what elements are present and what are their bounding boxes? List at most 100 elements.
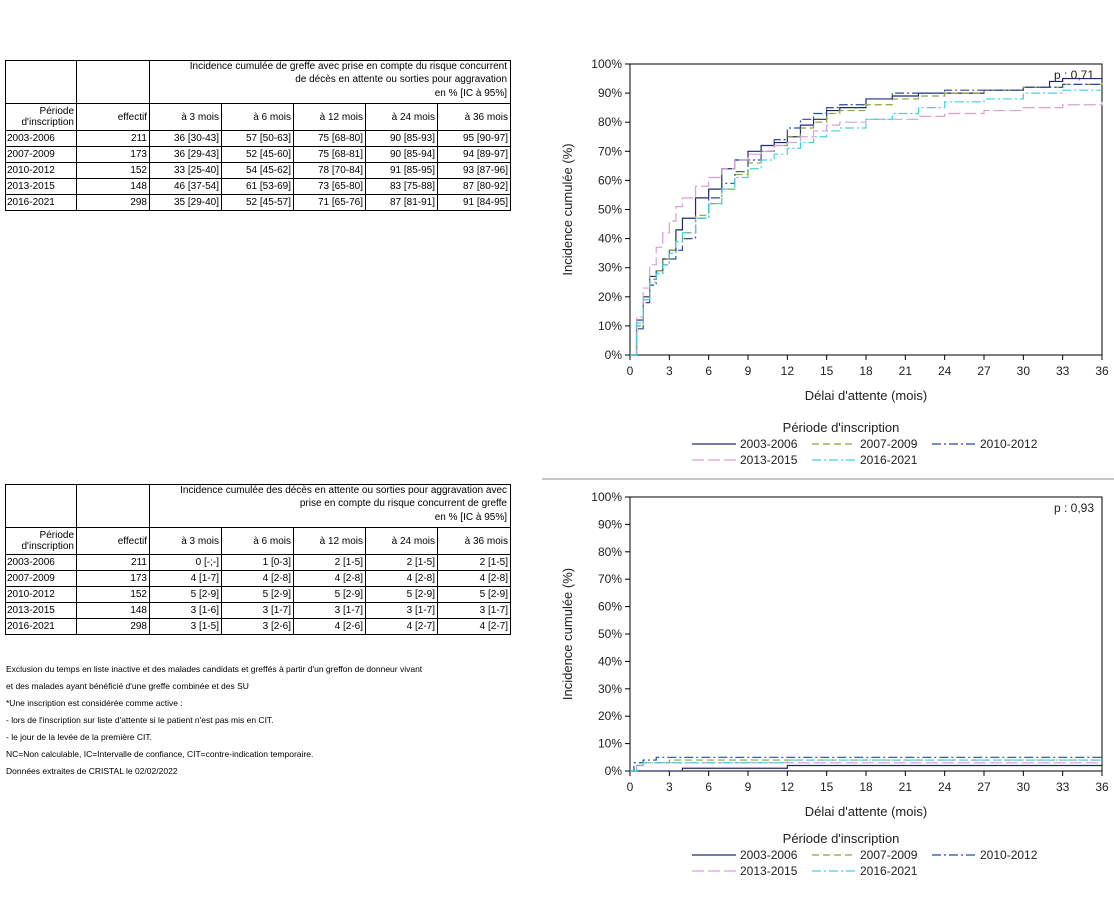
x-tick-label: 15 <box>820 780 834 794</box>
series-line-2016-2021 <box>630 89 1102 356</box>
value-cell: 1 [0-3] <box>221 554 294 571</box>
value-cell: 94 [89-97] <box>437 146 511 163</box>
value-cell: 4 [2-8] <box>221 570 294 587</box>
table-row: 2010-2012 152 5 [2-9] 5 [2-9] 5 [2-9] 5 [2-9]… <box>5 586 511 603</box>
value-cell: 71 [65-76] <box>293 194 366 211</box>
value-cell: 3 [1-5] <box>149 618 222 635</box>
y-tick-label: 20% <box>598 290 622 304</box>
value-cell: 35 [29-40] <box>149 194 222 211</box>
column-header: à 6 mois <box>221 103 294 131</box>
y-tick-label: 80% <box>598 545 622 559</box>
x-tick-label: 30 <box>1017 780 1031 794</box>
footnote-line: Données extraites de CRISTAL le 02/02/20… <box>6 766 178 776</box>
footnotes: Exclusion du temps en liste inactive et … <box>6 661 422 780</box>
legend-label: 2010-2012 <box>980 848 1038 862</box>
x-tick-label: 12 <box>781 780 795 794</box>
x-tick-label: 6 <box>705 780 712 794</box>
value-cell: 83 [75-88] <box>365 178 438 195</box>
x-tick-label: 36 <box>1095 364 1109 378</box>
value-cell: 87 [80-92] <box>437 178 511 195</box>
x-tick-label: 33 <box>1056 364 1070 378</box>
table-header-row: Période d'inscription effectif à 3 mois … <box>5 527 511 555</box>
y-tick-label: 60% <box>598 600 622 614</box>
period-header-line: d'inscription <box>21 541 75 552</box>
table-title-line: Incidence cumulée de greffe avec prise e… <box>189 61 507 73</box>
value-cell: 5 [2-9] <box>293 586 366 603</box>
y-tick-label: 70% <box>598 144 622 158</box>
value-cell: 3 [1-7] <box>221 602 294 619</box>
table-title-row: Incidence cumulée des décès en attente o… <box>5 484 511 528</box>
value-cell: 152 <box>76 162 150 179</box>
value-cell: 211 <box>76 130 150 147</box>
y-axis-label: Incidence cumulée (%) <box>560 143 575 275</box>
table-row: 2003-2006 211 0 [-;-] 1 [0-3] 2 [1-5] 2 [1-5]… <box>5 554 511 571</box>
value-cell: 0 [-;-] <box>149 554 222 571</box>
series-line-2010-2012 <box>630 83 1102 356</box>
value-cell: 75 [68-81] <box>293 146 366 163</box>
value-cell: 3 [1-6] <box>149 602 222 619</box>
column-header: à 12 mois <box>293 527 366 555</box>
period-header-line: Période <box>39 530 74 541</box>
value-cell: 148 <box>76 602 150 619</box>
column-header: effectif <box>76 527 150 555</box>
footnote-line: - le jour de la levée de la première CIT… <box>6 732 152 742</box>
y-tick-label: 90% <box>598 517 622 531</box>
footnote-line: et des malades ayant bénéficié d'une gre… <box>6 681 249 691</box>
column-header: à 3 mois <box>149 103 222 131</box>
y-tick-label: 50% <box>598 203 622 217</box>
x-tick-label: 3 <box>666 364 673 378</box>
period-header: Période d'inscription <box>5 103 77 131</box>
value-cell: 87 [81-91] <box>365 194 438 211</box>
x-tick-label: 9 <box>745 364 752 378</box>
value-cell: 54 [45-62] <box>221 162 294 179</box>
value-cell: 61 [53-69] <box>221 178 294 195</box>
x-tick-label: 9 <box>745 780 752 794</box>
value-cell: 90 [85-94] <box>365 146 438 163</box>
period-cell: 2007-2009 <box>5 146 77 163</box>
period-cell: 2010-2012 <box>5 586 77 603</box>
x-axis-label: Délai d'attente (mois) <box>805 388 927 403</box>
table-title-row: Incidence cumulée de greffe avec prise e… <box>5 60 511 104</box>
value-cell: 57 [50-63] <box>221 130 294 147</box>
y-tick-label: 70% <box>598 572 622 586</box>
value-cell: 52 [45-60] <box>221 146 294 163</box>
table-row: 2010-2012 152 33 [25-40] 54 [45-62] 78 [70-8… <box>5 162 511 179</box>
value-cell: 152 <box>76 586 150 603</box>
x-tick-label: 0 <box>627 780 634 794</box>
y-tick-label: 50% <box>598 627 622 641</box>
period-cell: 2003-2006 <box>5 130 77 147</box>
x-tick-label: 18 <box>859 780 873 794</box>
table-deces-grid: Incidence cumulée des décès en attente o… <box>5 484 511 635</box>
period-cell: 2013-2015 <box>5 178 77 195</box>
value-cell: 46 [37-54] <box>149 178 222 195</box>
table-row: 2013-2015 148 46 [37-54] 61 [53-69] 73 [65-8… <box>5 178 511 195</box>
chart-greffe: 0%10%20%30%40%50%60%70%80%90%100%0 3 6 9 12 1… <box>560 57 1109 467</box>
value-cell: 90 [85-93] <box>365 130 438 147</box>
footnote-line: *Une inscription est considérée comme ac… <box>6 698 183 708</box>
table-row: 2007-2009 173 36 [29-43] 52 [45-60] 75 [68-8… <box>5 146 511 163</box>
value-cell: 36 [29-43] <box>149 146 222 163</box>
column-header: à 36 mois <box>437 527 511 555</box>
y-axis-label: Incidence cumulée (%) <box>560 568 575 700</box>
legend-label: 2007-2009 <box>860 437 918 451</box>
y-tick-label: 60% <box>598 173 622 187</box>
y-tick-label: 80% <box>598 115 622 129</box>
value-cell: 3 [1-7] <box>293 602 366 619</box>
table-title: Incidence cumulée des décès en attente o… <box>149 484 511 528</box>
value-cell: 36 [30-43] <box>149 130 222 147</box>
plot-frame <box>629 496 1103 772</box>
value-cell: 2 [1-5] <box>293 554 366 571</box>
y-tick-label: 100% <box>591 490 622 504</box>
value-cell: 4 [1-7] <box>149 570 222 587</box>
x-tick-label: 6 <box>705 364 712 378</box>
value-cell: 148 <box>76 178 150 195</box>
value-cell: 4 [2-8] <box>437 570 511 587</box>
table-corner <box>76 484 150 528</box>
footnote-line: NC=Non calculable, IC=Intervalle de conf… <box>6 749 314 759</box>
y-tick-label: 100% <box>591 57 622 71</box>
period-cell: 2013-2015 <box>5 602 77 619</box>
legend-title: Période d'inscription <box>783 420 900 435</box>
x-tick-label: 24 <box>938 780 952 794</box>
y-tick-label: 90% <box>598 86 622 100</box>
table-row: 2016-2021 298 35 [29-40] 52 [45-57] 71 [65-7… <box>5 194 511 211</box>
